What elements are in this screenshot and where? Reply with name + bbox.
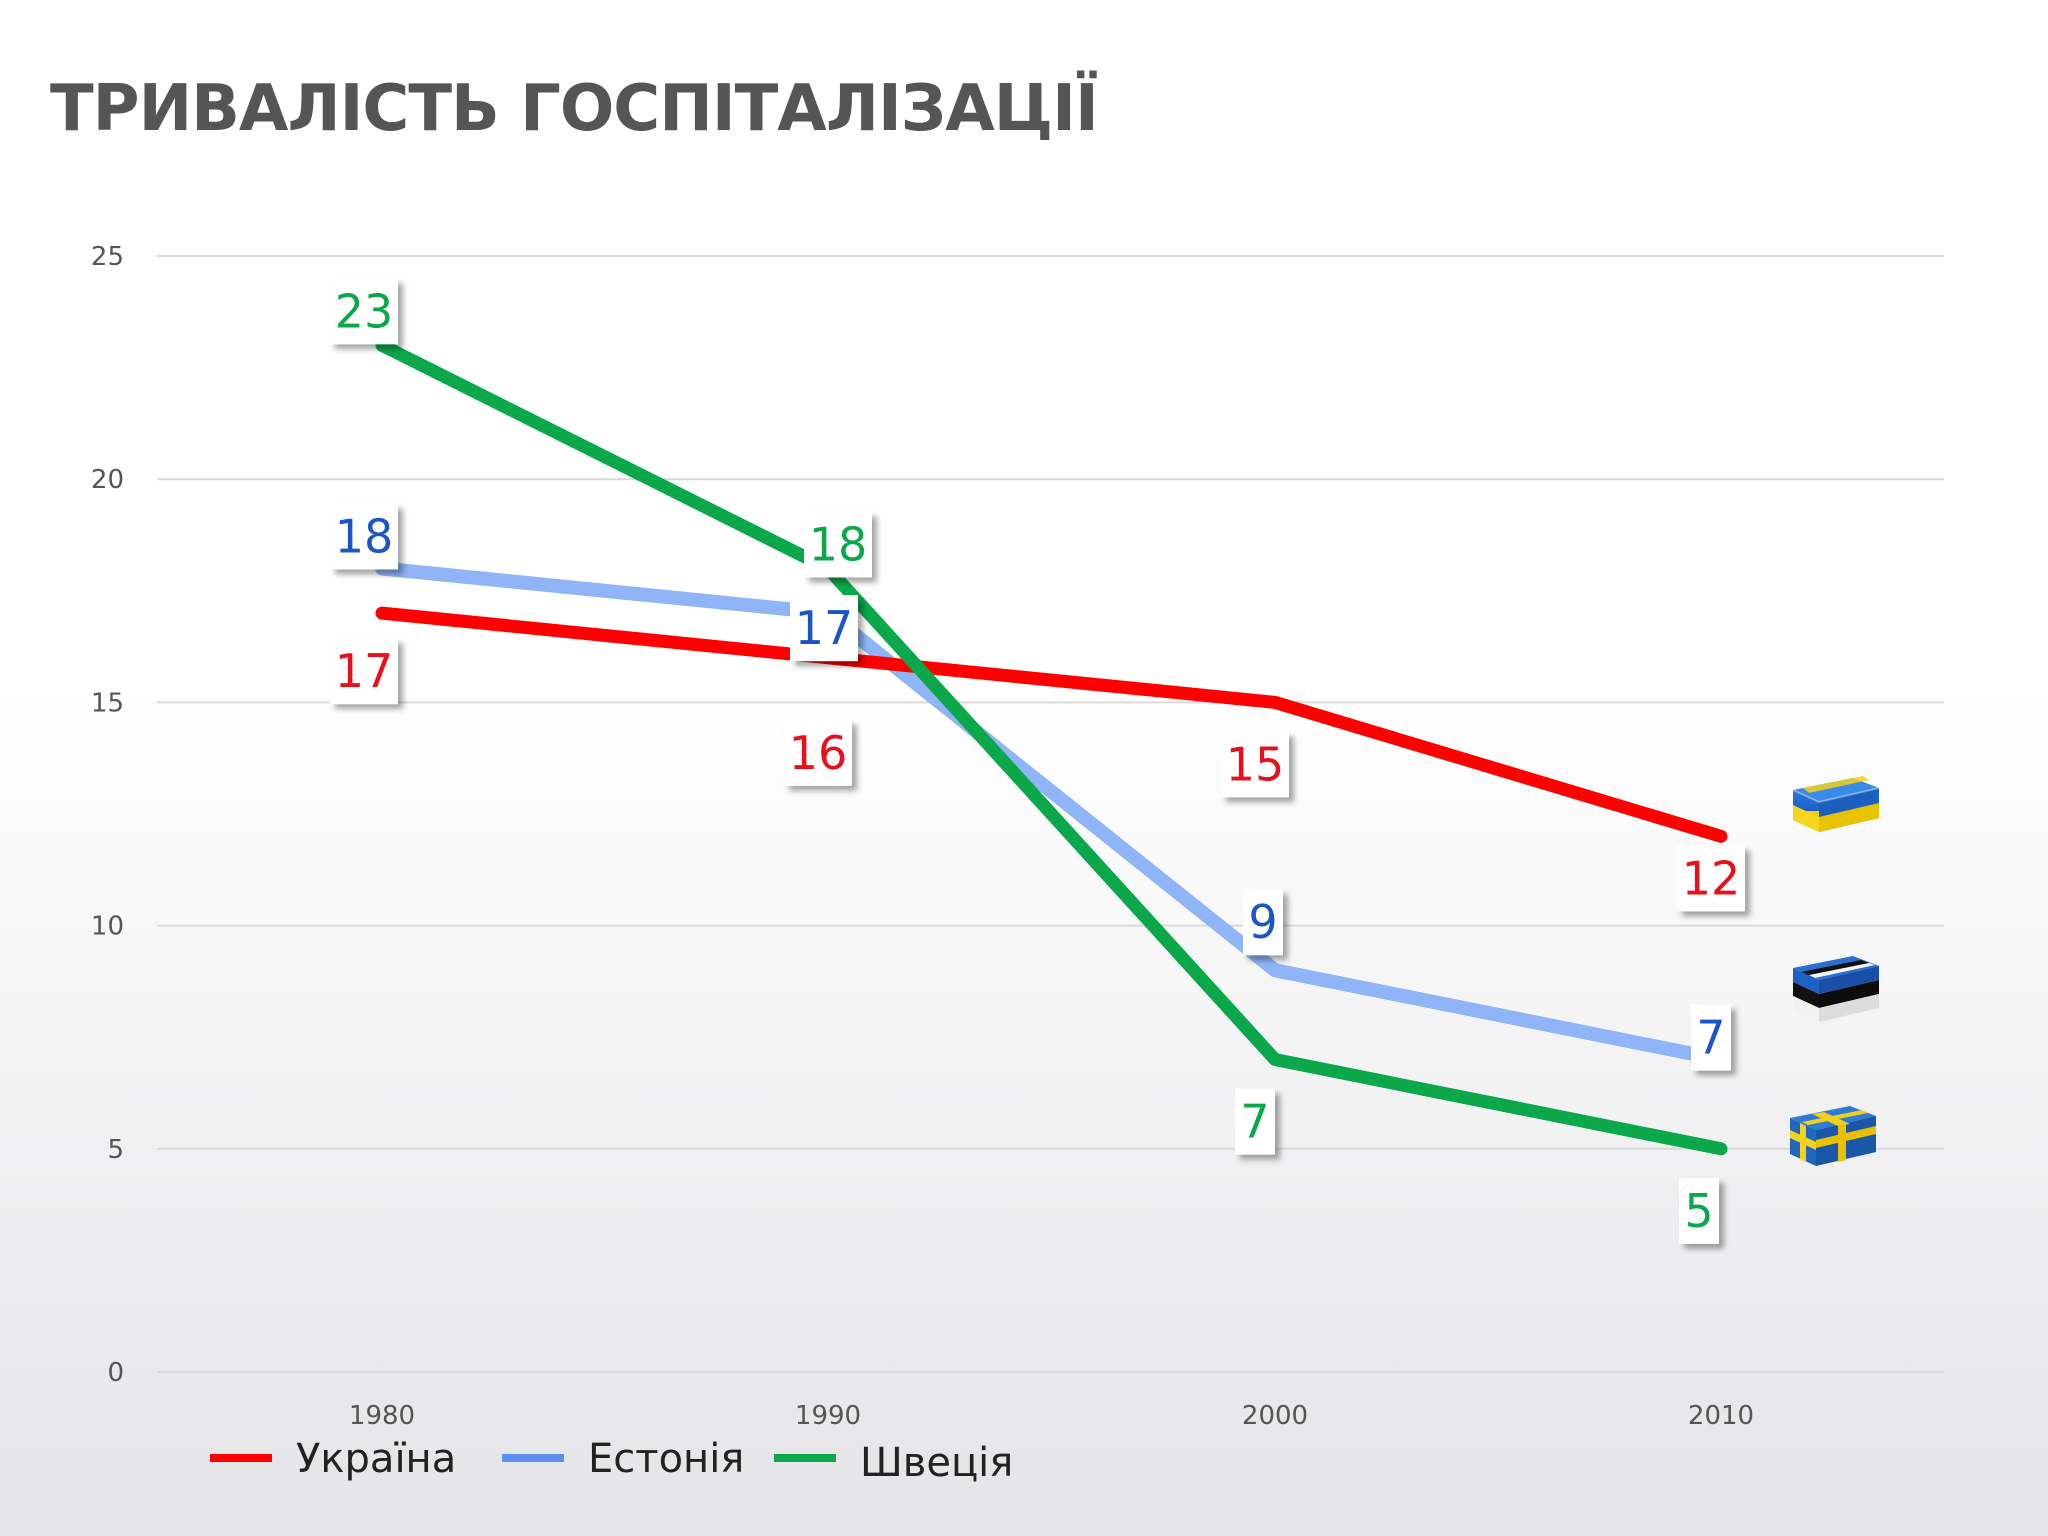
data-label-bg — [1235, 1088, 1275, 1155]
data-label-bg — [1243, 889, 1283, 956]
grid-lines — [157, 255, 1944, 1373]
data-label: 7 — [1696, 1011, 1725, 1065]
data-label-bg — [804, 511, 872, 578]
data-label: 5 — [1684, 1184, 1713, 1238]
data-label-box: 12 — [1677, 845, 1745, 912]
x-axis-ticks: 1980 1990 2000 2010 — [349, 1401, 1754, 1431]
y-tick-label: 5 — [107, 1135, 124, 1165]
data-label-box: 9 — [1243, 889, 1283, 956]
data-label: 18 — [809, 517, 868, 571]
data-label-bg — [1221, 731, 1289, 798]
data-label-box: 5 — [1679, 1177, 1719, 1244]
ukraine-flag-icon — [1792, 776, 1880, 832]
legend-item: Естонія — [502, 1436, 744, 1482]
y-tick-label: 20 — [91, 465, 124, 495]
data-label: 7 — [1240, 1095, 1269, 1149]
data-label-box: 23 — [330, 278, 398, 345]
y-tick-label: 0 — [107, 1358, 124, 1388]
data-label-box: 18 — [330, 503, 398, 570]
data-label-box: 15 — [1221, 731, 1289, 798]
data-label-bg — [1677, 845, 1745, 912]
data-label: 15 — [1226, 737, 1285, 791]
data-label: 12 — [1682, 851, 1741, 905]
data-label-bg — [784, 719, 852, 786]
data-label-bg — [1679, 1177, 1719, 1244]
data-label-box: 17 — [330, 638, 398, 705]
data-label: 18 — [335, 509, 394, 563]
data-label-bg — [1691, 1004, 1731, 1071]
data-label: 17 — [335, 644, 394, 698]
legend-label: Швеція — [860, 1440, 1013, 1486]
series-line-2 — [375, 338, 1728, 1156]
x-tick-label: 1980 — [349, 1401, 415, 1431]
data-label-box: 7 — [1691, 1004, 1731, 1071]
data-label-box: 17 — [790, 595, 858, 662]
data-label-box: 7 — [1235, 1088, 1275, 1155]
y-tick-label: 10 — [91, 912, 124, 942]
data-label: 16 — [789, 726, 848, 780]
estonia-flag-icon — [1793, 956, 1879, 1022]
legend-label: Естонія — [588, 1436, 744, 1482]
x-tick-label: 2000 — [1242, 1401, 1308, 1431]
data-label: 17 — [795, 601, 854, 655]
data-label: 9 — [1248, 895, 1277, 949]
data-label-bg — [790, 595, 858, 662]
data-label-bg — [330, 638, 398, 705]
x-tick-label: 2010 — [1688, 1401, 1754, 1431]
legend-item: Швеція — [774, 1440, 1013, 1486]
x-tick-label: 1990 — [795, 1401, 861, 1431]
series-lines — [375, 338, 1728, 1156]
data-label-bg — [330, 278, 398, 345]
data-label-box: 18 — [804, 511, 872, 578]
y-axis-ticks: 0 5 10 15 20 25 — [91, 242, 124, 1388]
data-label-bg — [330, 503, 398, 570]
legend: Україна Естонія Швеція — [210, 1436, 1013, 1486]
series-line-1 — [375, 561, 1728, 1067]
data-label-box: 16 — [784, 719, 852, 786]
y-tick-label: 15 — [91, 688, 124, 718]
chart-title: ТРИВАЛІСТЬ ГОСПІТАЛІЗАЦІЇ — [50, 72, 1099, 146]
data-label: 23 — [335, 284, 394, 338]
y-tick-label: 25 — [91, 242, 124, 272]
series-line-0 — [375, 606, 1728, 843]
legend-label: Україна — [296, 1436, 456, 1482]
sweden-flag-icon — [1790, 1106, 1876, 1166]
data-labels: 17 16 15 12 18 17 9 7 23 18 7 5 — [330, 278, 1745, 1244]
legend-item: Україна — [210, 1436, 456, 1482]
